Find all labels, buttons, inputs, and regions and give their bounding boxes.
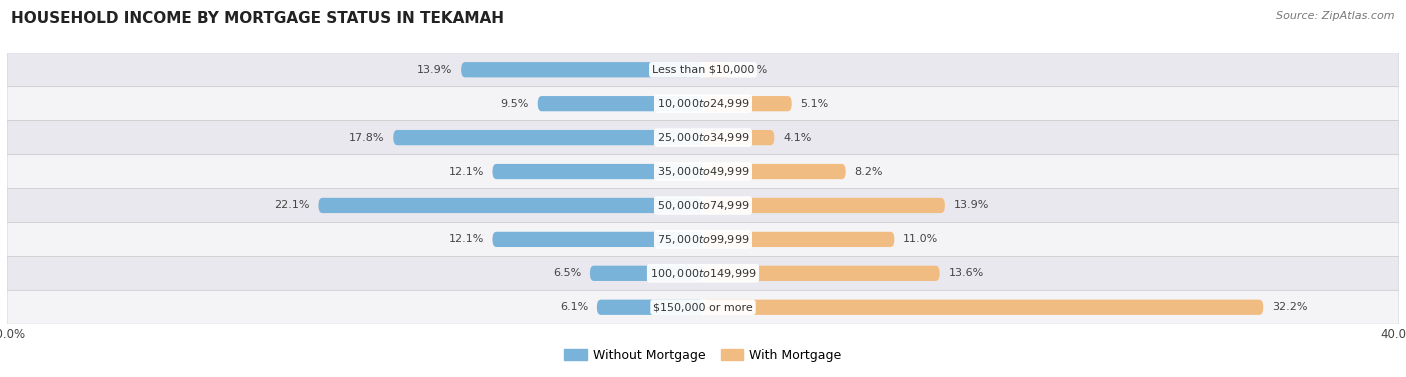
FancyBboxPatch shape xyxy=(703,266,939,281)
Text: $100,000 to $149,999: $100,000 to $149,999 xyxy=(650,267,756,280)
Text: 6.5%: 6.5% xyxy=(553,268,581,278)
FancyBboxPatch shape xyxy=(7,53,1399,87)
FancyBboxPatch shape xyxy=(7,188,1399,222)
FancyBboxPatch shape xyxy=(319,198,703,213)
Text: 4.1%: 4.1% xyxy=(783,133,811,143)
Legend: Without Mortgage, With Mortgage: Without Mortgage, With Mortgage xyxy=(560,344,846,367)
FancyBboxPatch shape xyxy=(703,164,845,179)
Text: 22.1%: 22.1% xyxy=(274,201,309,210)
FancyBboxPatch shape xyxy=(394,130,703,145)
FancyBboxPatch shape xyxy=(492,164,703,179)
FancyBboxPatch shape xyxy=(7,121,1399,155)
Text: $25,000 to $34,999: $25,000 to $34,999 xyxy=(657,131,749,144)
FancyBboxPatch shape xyxy=(461,62,703,77)
Text: 13.9%: 13.9% xyxy=(953,201,988,210)
FancyBboxPatch shape xyxy=(703,232,894,247)
FancyBboxPatch shape xyxy=(703,62,731,77)
Text: 13.9%: 13.9% xyxy=(418,65,453,75)
Text: Less than $10,000: Less than $10,000 xyxy=(652,65,754,75)
FancyBboxPatch shape xyxy=(7,290,1399,324)
Text: 32.2%: 32.2% xyxy=(1272,302,1308,312)
Text: 12.1%: 12.1% xyxy=(449,167,484,176)
FancyBboxPatch shape xyxy=(591,266,703,281)
FancyBboxPatch shape xyxy=(7,256,1399,290)
FancyBboxPatch shape xyxy=(703,96,792,111)
Text: $10,000 to $24,999: $10,000 to $24,999 xyxy=(657,97,749,110)
FancyBboxPatch shape xyxy=(492,232,703,247)
Text: 8.2%: 8.2% xyxy=(855,167,883,176)
FancyBboxPatch shape xyxy=(7,87,1399,121)
Text: $75,000 to $99,999: $75,000 to $99,999 xyxy=(657,233,749,246)
Text: $150,000 or more: $150,000 or more xyxy=(654,302,752,312)
Text: 12.1%: 12.1% xyxy=(449,234,484,244)
Text: $50,000 to $74,999: $50,000 to $74,999 xyxy=(657,199,749,212)
Text: 1.6%: 1.6% xyxy=(740,65,768,75)
FancyBboxPatch shape xyxy=(537,96,703,111)
Text: 9.5%: 9.5% xyxy=(501,99,529,109)
Text: 17.8%: 17.8% xyxy=(349,133,385,143)
FancyBboxPatch shape xyxy=(703,198,945,213)
Text: 5.1%: 5.1% xyxy=(800,99,828,109)
Text: 11.0%: 11.0% xyxy=(903,234,938,244)
FancyBboxPatch shape xyxy=(598,300,703,315)
Text: 13.6%: 13.6% xyxy=(948,268,984,278)
Text: Source: ZipAtlas.com: Source: ZipAtlas.com xyxy=(1277,11,1395,21)
Text: $35,000 to $49,999: $35,000 to $49,999 xyxy=(657,165,749,178)
FancyBboxPatch shape xyxy=(7,222,1399,256)
FancyBboxPatch shape xyxy=(703,300,1263,315)
FancyBboxPatch shape xyxy=(7,155,1399,188)
FancyBboxPatch shape xyxy=(703,130,775,145)
Text: 6.1%: 6.1% xyxy=(560,302,588,312)
Text: HOUSEHOLD INCOME BY MORTGAGE STATUS IN TEKAMAH: HOUSEHOLD INCOME BY MORTGAGE STATUS IN T… xyxy=(11,11,505,26)
